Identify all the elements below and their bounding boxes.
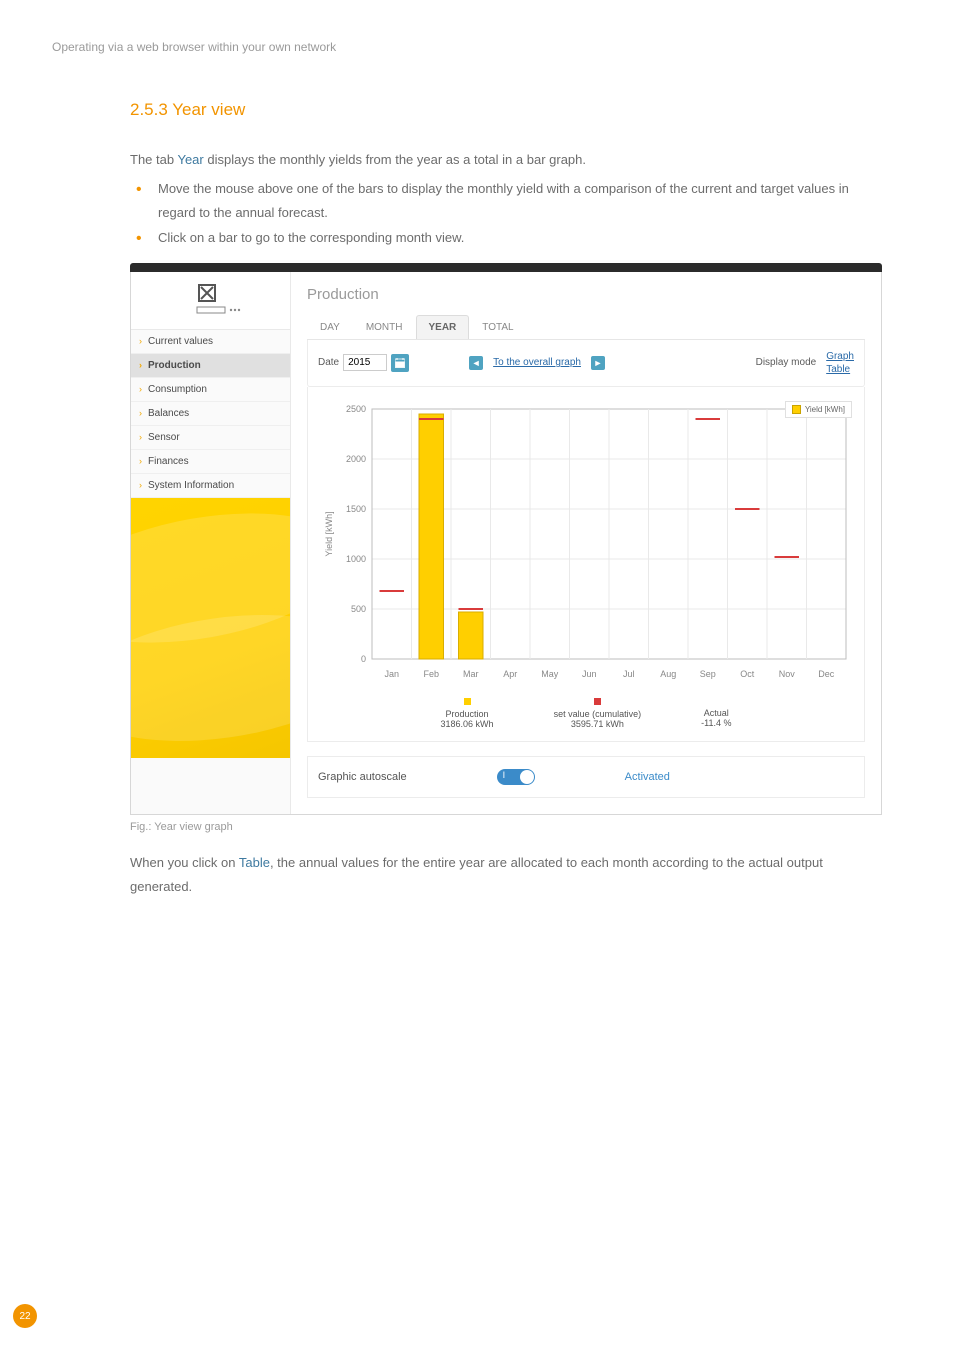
section-heading: 2.5.3 Year view: [130, 100, 882, 120]
sidebar-item-finances[interactable]: › Finances: [131, 450, 290, 474]
chart-legend: Yield [kWh]: [785, 401, 852, 418]
summary-set-label: set value (cumulative): [554, 709, 642, 719]
window-titlebar: [130, 263, 882, 272]
svg-text:0: 0: [361, 654, 366, 664]
autoscale-row: Graphic autoscale I Activated: [307, 756, 865, 798]
summary-actual-label: Actual: [704, 708, 729, 718]
intro-paragraph: The tab Year displays the monthly yields…: [130, 148, 882, 173]
closing-prefix: When you click on: [130, 855, 239, 870]
sidebar-item-label: Finances: [148, 456, 189, 467]
tab-total[interactable]: TOTAL: [469, 315, 526, 339]
intro-term: Year: [177, 152, 203, 167]
svg-text:2500: 2500: [346, 404, 366, 414]
chevron-right-icon: ›: [139, 384, 142, 394]
svg-text:May: May: [541, 669, 559, 679]
yield-chart[interactable]: 0 500 1000 1500 2000 2500 Yield [kWh] Jan Feb Mar…: [316, 397, 856, 692]
time-range-tabs: DAYMONTHYEARTOTAL: [307, 315, 865, 340]
sidebar-item-label: Consumption: [148, 384, 207, 395]
summary-prod-value: 3186.06 kWh: [441, 719, 494, 729]
closing-paragraph: When you click on Table, the annual valu…: [130, 851, 882, 900]
chart-summary: Production 3186.06 kWh set value (cumula…: [316, 698, 856, 729]
date-input[interactable]: [343, 354, 387, 371]
sidebar-item-sensor[interactable]: › Sensor: [131, 426, 290, 450]
tab-day[interactable]: DAY: [307, 315, 353, 339]
sidebar-item-system-information[interactable]: › System Information: [131, 474, 290, 498]
tab-month[interactable]: MONTH: [353, 315, 416, 339]
summary-set-value: 3595.71 kWh: [571, 719, 624, 729]
sidebar-item-label: Balances: [148, 408, 189, 419]
sidebar-item-consumption[interactable]: › Consumption: [131, 378, 290, 402]
overall-graph-link[interactable]: To the overall graph: [493, 357, 581, 368]
svg-text:Yield [kWh]: Yield [kWh]: [324, 511, 334, 556]
chevron-right-icon: ›: [139, 360, 142, 370]
svg-text:Aug: Aug: [660, 669, 676, 679]
closing-term: Table: [239, 855, 270, 870]
svg-text:Jan: Jan: [384, 669, 399, 679]
sidebar-item-label: Sensor: [148, 432, 180, 443]
display-mode-table[interactable]: Table: [826, 363, 854, 376]
svg-text:Nov: Nov: [779, 669, 796, 679]
next-arrow-icon[interactable]: ►: [591, 356, 605, 370]
sidebar-nav: › Current values › Production › Consumption › B…: [131, 330, 290, 498]
chart-container: 0 500 1000 1500 2000 2500 Yield [kWh] Jan Feb Mar…: [307, 387, 865, 742]
sidebar-item-label: Production: [148, 360, 201, 371]
svg-text:Feb: Feb: [423, 669, 439, 679]
page-number: 22: [13, 1304, 37, 1328]
sidebar-item-production[interactable]: › Production: [131, 354, 290, 378]
intro-suffix: displays the monthly yields from the yea…: [204, 152, 586, 167]
chevron-right-icon: ›: [139, 336, 142, 346]
panel-title: Production: [307, 286, 865, 303]
summary-set-dot-icon: [594, 698, 601, 705]
display-mode-label: Display mode: [756, 357, 817, 368]
bullet-item: Click on a bar to go to the correspondin…: [130, 226, 882, 251]
intro-prefix: The tab: [130, 152, 177, 167]
svg-text:1500: 1500: [346, 504, 366, 514]
chevron-right-icon: ›: [139, 432, 142, 442]
app-sidebar: › Current values › Production › Consumption › B…: [131, 272, 291, 814]
sidebar-item-balances[interactable]: › Balances: [131, 402, 290, 426]
summary-prod-dot-icon: [464, 698, 471, 705]
display-mode-graph[interactable]: Graph: [826, 350, 854, 363]
svg-text:Apr: Apr: [503, 669, 517, 679]
svg-text:2000: 2000: [346, 454, 366, 464]
autoscale-toggle[interactable]: I: [497, 769, 535, 785]
figure-caption: Fig.: Year view graph: [130, 821, 882, 833]
figure: › Current values › Production › Consumption › B…: [130, 263, 882, 815]
legend-label: Yield [kWh]: [805, 405, 845, 414]
tab-year[interactable]: YEAR: [416, 315, 470, 339]
calendar-icon[interactable]: [391, 354, 409, 372]
svg-text:Sep: Sep: [700, 669, 716, 679]
main-panel: Production DAYMONTHYEARTOTAL Date ◄ To: [291, 272, 881, 814]
running-head: Operating via a web browser within your …: [52, 40, 882, 54]
svg-text:Mar: Mar: [463, 669, 479, 679]
sidebar-decoration: [131, 498, 290, 758]
bullet-list: Move the mouse above one of the bars to …: [130, 177, 882, 251]
svg-text:Dec: Dec: [818, 669, 835, 679]
sidebar-item-label: Current values: [148, 336, 213, 347]
svg-text:Oct: Oct: [740, 669, 755, 679]
summary-prod-label: Production: [446, 709, 489, 719]
legend-swatch-icon: [792, 405, 801, 414]
autoscale-state: Activated: [625, 771, 670, 783]
svg-text:Jun: Jun: [582, 669, 597, 679]
chevron-right-icon: ›: [139, 408, 142, 418]
autoscale-label: Graphic autoscale: [318, 771, 407, 783]
bullet-item: Move the mouse above one of the bars to …: [130, 177, 882, 226]
date-label: Date: [318, 357, 339, 368]
sidebar-item-label: System Information: [148, 480, 234, 491]
svg-text:1000: 1000: [346, 554, 366, 564]
filter-bar: Date ◄ To the overall graph ► Display mo…: [307, 340, 865, 387]
svg-text:500: 500: [351, 604, 366, 614]
prev-arrow-icon[interactable]: ◄: [469, 356, 483, 370]
chevron-right-icon: ›: [139, 480, 142, 490]
svg-text:Jul: Jul: [623, 669, 635, 679]
summary-actual-value: -11.4 %: [701, 718, 731, 728]
sidebar-logo: [131, 272, 290, 330]
chevron-right-icon: ›: [139, 456, 142, 466]
sidebar-item-current-values[interactable]: › Current values: [131, 330, 290, 354]
